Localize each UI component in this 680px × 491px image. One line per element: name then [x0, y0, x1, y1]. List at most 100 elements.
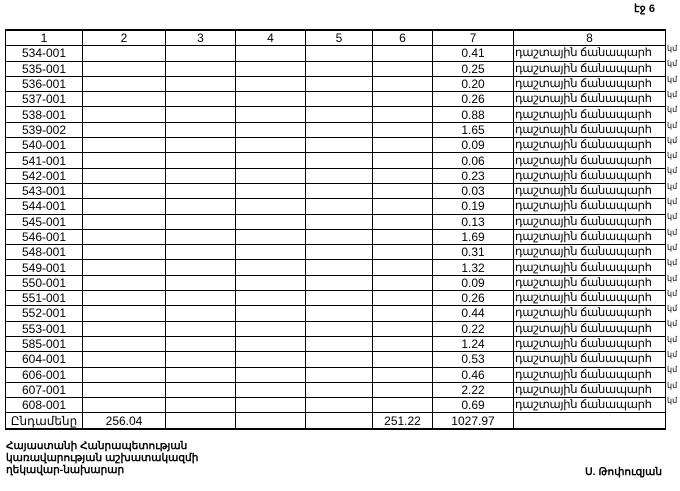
empty-cell	[235, 152, 306, 169]
code-cell: 537-001	[5, 91, 83, 108]
length-cell: 1.69	[432, 228, 514, 246]
code-cell: 539-002	[5, 121, 83, 139]
empty-cell	[235, 75, 306, 93]
code-cell: 534-001	[5, 45, 83, 62]
total-col2: 256.04	[82, 412, 166, 430]
empty-cell	[305, 366, 373, 383]
empty-cell	[235, 397, 306, 414]
empty-cell	[82, 121, 166, 139]
table-row: 604-001 0.53 դաշտային ճանապարհ	[5, 351, 666, 368]
empty-cell	[165, 412, 236, 430]
empty-cell	[165, 121, 236, 139]
code-cell: 546-001	[5, 228, 83, 246]
empty-cell	[235, 305, 306, 322]
empty-cell	[305, 305, 373, 322]
empty-cell	[305, 228, 373, 246]
length-cell: 0.69	[432, 397, 514, 414]
empty-cell	[82, 305, 166, 322]
type-cell: դաշտային ճանապարհ	[513, 274, 666, 292]
header-row: 1 2 3 4 5 6 7 8	[5, 29, 666, 47]
type-cell: դաշտային ճանապարհ	[513, 366, 666, 383]
empty-cell	[372, 45, 433, 62]
unit-label: կմ	[667, 181, 678, 191]
code-cell: 608-001	[5, 397, 83, 414]
empty-cell	[82, 106, 166, 123]
code-cell: 548-001	[5, 244, 83, 261]
unit-label: կմ	[667, 273, 678, 283]
unit-label: կմ	[667, 288, 678, 298]
empty-cell	[305, 198, 373, 215]
table-row: 545-001 0.13 դաշտային ճանապարհ	[5, 213, 666, 230]
footer-line: Հայաստանի Հանրապետության	[6, 440, 188, 452]
code-cell: 540-001	[5, 137, 83, 154]
empty-cell	[165, 198, 236, 215]
empty-cell	[372, 60, 433, 77]
empty-cell	[305, 121, 373, 139]
code-cell: 535-001	[5, 60, 83, 77]
total-label: Ընդամենը	[5, 412, 83, 430]
empty-cell	[305, 320, 373, 337]
empty-cell	[372, 305, 433, 322]
total-col6: 251.22	[372, 412, 433, 430]
empty-cell	[305, 259, 373, 276]
length-cell: 0.88	[432, 106, 514, 123]
header-cell: 2	[82, 29, 166, 47]
empty-cell	[82, 91, 166, 108]
empty-cell	[165, 274, 236, 292]
empty-cell	[235, 351, 306, 368]
length-cell: 0.44	[432, 305, 514, 322]
type-cell: դաշտային ճանապարհ	[513, 259, 666, 276]
unit-label: կմ	[667, 258, 678, 268]
empty-cell	[165, 381, 236, 399]
empty-cell	[235, 213, 306, 230]
empty-cell	[82, 335, 166, 353]
unit-label: կմ	[667, 74, 678, 84]
code-cell: 543-001	[5, 182, 83, 200]
signature-name: Ս. Թոփուզյան	[585, 466, 663, 478]
empty-cell	[235, 244, 306, 261]
empty-cell	[305, 381, 373, 399]
unit-label: կմ	[667, 166, 678, 176]
footer-line: կառավարության աշխատակազմի	[6, 452, 199, 464]
empty-cell	[82, 45, 166, 62]
empty-cell	[82, 274, 166, 292]
empty-cell	[372, 290, 433, 307]
length-cell: 0.26	[432, 290, 514, 307]
table-row: 538-001 0.88 դաշտային ճանապարհ	[5, 106, 666, 123]
empty-cell	[372, 244, 433, 261]
signatory-title: Հայաստանի Հանրապետության կառավարության ա…	[6, 440, 198, 476]
unit-label: կմ	[667, 227, 678, 237]
type-cell: դաշտային ճանապարհ	[513, 137, 666, 154]
header-cell: 3	[165, 29, 236, 47]
empty-cell	[165, 152, 236, 169]
table-row: 543-001 0.03 դաշտային ճանապարհ	[5, 182, 666, 200]
type-cell: դաշտային ճանապարհ	[513, 106, 666, 123]
empty-cell	[305, 335, 373, 353]
code-cell: 536-001	[5, 75, 83, 93]
empty-cell	[372, 91, 433, 108]
unit-label: կմ	[667, 105, 678, 115]
empty-cell	[235, 412, 306, 430]
empty-cell	[82, 198, 166, 215]
empty-cell	[165, 335, 236, 353]
type-cell: դաշտային ճանապարհ	[513, 60, 666, 77]
unit-label: կմ	[667, 380, 678, 390]
empty-cell	[372, 397, 433, 414]
empty-cell	[82, 259, 166, 276]
code-cell: 541-001	[5, 152, 83, 169]
type-cell: դաշտային ճանապարհ	[513, 290, 666, 307]
empty-cell	[235, 137, 306, 154]
unit-label: կմ	[667, 334, 678, 344]
unit-label: կմ	[667, 59, 678, 69]
empty-cell	[82, 137, 166, 154]
empty-cell	[372, 106, 433, 123]
empty-cell	[235, 290, 306, 307]
length-cell: 1.65	[432, 121, 514, 139]
table-row: 544-001 0.19 դաշտային ճանապարհ	[5, 198, 666, 215]
empty-cell	[82, 244, 166, 261]
empty-cell	[82, 60, 166, 77]
table-row: 552-001 0.44 դաշտային ճանապարհ	[5, 305, 666, 322]
empty-cell	[305, 106, 373, 123]
empty-cell	[305, 182, 373, 200]
empty-cell	[165, 244, 236, 261]
